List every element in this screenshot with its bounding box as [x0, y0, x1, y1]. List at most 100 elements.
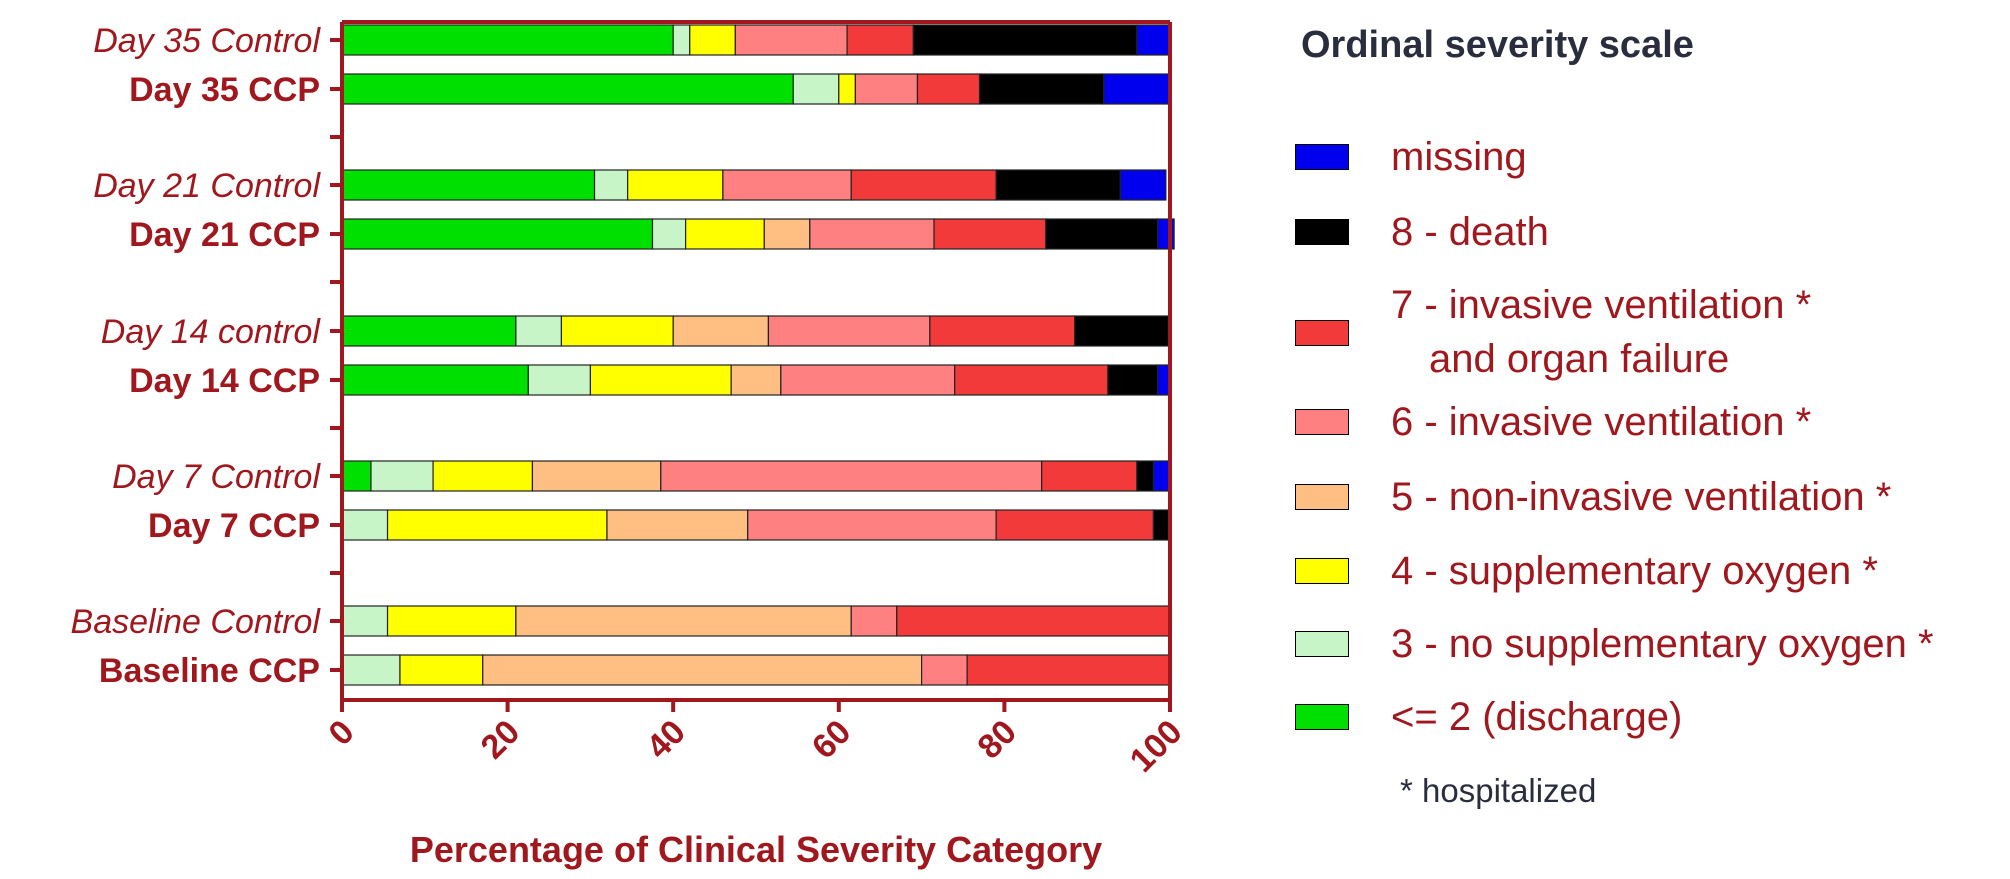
bar-segment: [1152, 509, 1171, 541]
bar-segment: [763, 218, 811, 250]
bar-segment: [560, 315, 674, 347]
bar-segment: [780, 364, 956, 396]
bar-segment: [734, 24, 848, 56]
bar-segment: [515, 605, 852, 637]
bar-segment: [627, 169, 724, 201]
y-tick-label: Day 14 CCP: [129, 362, 320, 400]
legend-swatch: [1295, 144, 1349, 170]
bar-segment: [482, 654, 923, 686]
bar-segment: [660, 460, 1043, 492]
bar-segment: [730, 364, 782, 396]
bar-segment: [916, 73, 981, 105]
stacked-bar-chart: Day 35 Control Day 35 CCP Day 21 Control Da…: [71, 20, 1190, 870]
bar-segment: [370, 460, 434, 492]
legend-swatch: [1295, 558, 1349, 584]
bar-segment: [531, 460, 662, 492]
bar-segment: [838, 73, 856, 105]
x-tick-label: 60: [805, 713, 859, 767]
x-axis-label: Percentage of Clinical Severity Category: [410, 829, 1102, 870]
bar-segment: [978, 73, 1105, 105]
legend-swatch: [1295, 484, 1349, 510]
legend-label: 4 - supplementary oxygen *: [1391, 549, 1878, 593]
bar-segment: [386, 605, 517, 637]
bar-segment: [1136, 460, 1155, 492]
bar-segment: [1041, 460, 1138, 492]
legend-label: missing: [1391, 135, 1527, 179]
legend-swatch: [1295, 320, 1349, 346]
y-tick-label: Baseline CCP: [99, 652, 320, 690]
bar-segment: [846, 24, 914, 56]
bar-segment: [606, 509, 749, 541]
bar-segment: [685, 218, 765, 250]
x-tick-label: 80: [970, 713, 1024, 767]
bar-segment: [399, 654, 484, 686]
bar-segment: [850, 169, 997, 201]
legend-title: Ordinal severity scale: [1301, 24, 1694, 66]
bar-segment: [966, 654, 1171, 686]
y-tick-label: Baseline Control: [71, 603, 322, 641]
bar-segment: [933, 218, 1047, 250]
bar-segment: [854, 73, 919, 105]
bar-segment: [722, 169, 852, 201]
bar-segment: [432, 460, 534, 492]
legend-label: 6 - invasive ventilation *: [1391, 400, 1812, 444]
bar-segment: [341, 315, 517, 347]
legend-label: 7 - invasive ventilation * and organ fai…: [1391, 278, 1811, 386]
bar-segment: [515, 315, 563, 347]
bar-segment: [850, 605, 898, 637]
x-tick-label: 100: [1123, 713, 1190, 780]
bar-segment: [1152, 460, 1171, 492]
bar-segment: [341, 364, 529, 396]
bar-segment: [527, 364, 591, 396]
bar-segment: [341, 169, 596, 201]
y-tick-label: Day 21 Control: [93, 167, 321, 205]
legend-label: <= 2 (discharge): [1391, 695, 1683, 739]
bar-segment: [896, 605, 1171, 637]
bar-segment: [341, 24, 674, 56]
legend-label-line1: 7 - invasive ventilation *: [1391, 283, 1812, 327]
bar-segment: [995, 509, 1155, 541]
legend-label: 5 - non-invasive ventilation *: [1391, 475, 1892, 519]
bar-segment: [341, 605, 389, 637]
y-tick-label: Day 14 control: [101, 313, 322, 351]
bar-segment: [1107, 364, 1159, 396]
x-tick-label: 40: [639, 713, 693, 767]
bar-segment: [1074, 315, 1171, 347]
y-tick-label: Day 7 Control: [112, 458, 321, 496]
bar-segment: [672, 24, 691, 56]
legend-note: * hospitalized: [1400, 772, 1597, 809]
legend-swatch: [1295, 409, 1349, 435]
bar-segment: [341, 460, 372, 492]
legend-swatch: [1295, 631, 1349, 657]
bar-segment: [929, 315, 1076, 347]
legend-swatch: [1295, 704, 1349, 730]
y-tick-label: Day 35 CCP: [129, 71, 320, 109]
bar-segment: [386, 509, 608, 541]
legend-label: 3 - no supplementary oxygen *: [1391, 622, 1934, 666]
bar-segment: [912, 24, 1138, 56]
bar-segment: [747, 509, 997, 541]
bar-segment: [341, 218, 654, 250]
bar-segment: [341, 654, 401, 686]
bar-segment: [341, 73, 794, 105]
bar-segment: [767, 315, 931, 347]
bar-segment: [1119, 169, 1167, 201]
bar-segment: [954, 364, 1109, 396]
y-tick-label: Day 21 CCP: [129, 216, 320, 254]
bar-segment: [1045, 218, 1159, 250]
y-tick-label: Day 7 CCP: [148, 507, 320, 545]
bar-segment: [672, 315, 770, 347]
y-tick-label: Day 35 Control: [93, 22, 321, 60]
bar-segment: [1103, 73, 1171, 105]
bar-segment: [689, 24, 736, 56]
bar-segment: [920, 654, 968, 686]
bar-segment: [995, 169, 1121, 201]
legend-label-line2: and organ failure: [1429, 337, 1730, 381]
bar-segment: [809, 218, 935, 250]
legend-label: 8 - death: [1391, 210, 1549, 254]
x-tick-label: 0: [321, 713, 361, 753]
bar-segment: [589, 364, 732, 396]
legend-swatch: [1295, 219, 1349, 245]
bar-segment: [792, 73, 840, 105]
bar-segment: [341, 509, 389, 541]
